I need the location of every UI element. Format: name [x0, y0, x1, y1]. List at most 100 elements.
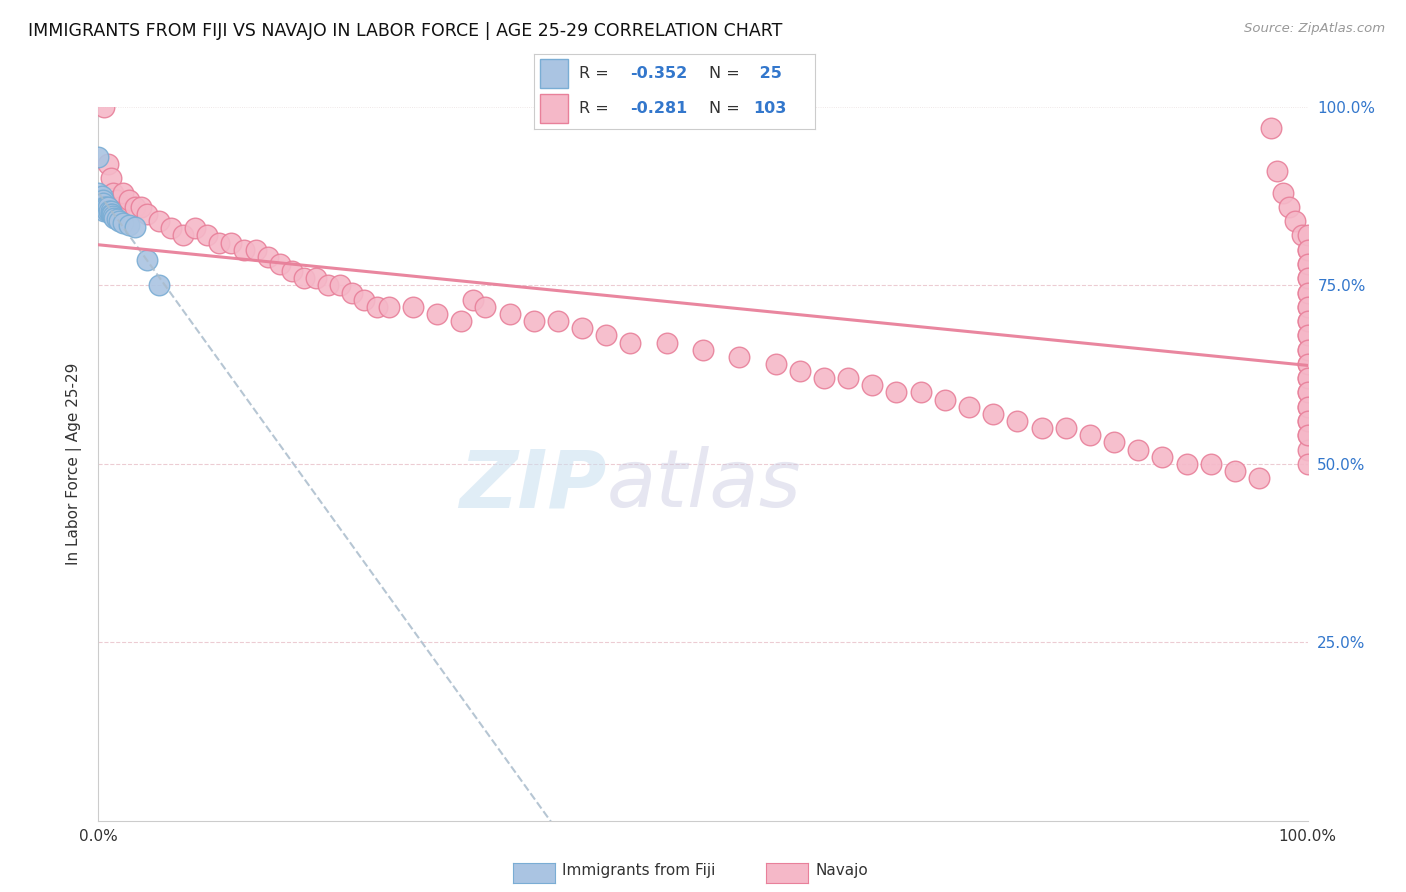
- Text: -0.281: -0.281: [630, 102, 688, 116]
- Point: [789, 364, 811, 378]
- Point: [105, 212, 128, 227]
- Point: [1296, 228, 1319, 243]
- Point: [90, 193, 112, 207]
- Point: [1296, 357, 1319, 371]
- Point: [101, 186, 124, 200]
- Text: ZIP: ZIP: [458, 446, 606, 524]
- Point: [837, 371, 859, 385]
- Point: [91, 189, 114, 203]
- Point: [100, 171, 122, 186]
- Point: [1296, 257, 1319, 271]
- Point: [450, 314, 472, 328]
- Point: [1007, 414, 1029, 428]
- Point: [94, 200, 117, 214]
- Point: [498, 307, 520, 321]
- Point: [860, 378, 883, 392]
- Point: [97, 157, 120, 171]
- Point: [1296, 300, 1319, 314]
- Point: [1031, 421, 1053, 435]
- Point: [1175, 457, 1198, 471]
- Point: [426, 307, 449, 321]
- Point: [981, 407, 1004, 421]
- Point: [1296, 257, 1319, 271]
- Point: [1078, 428, 1101, 442]
- Text: Source: ZipAtlas.com: Source: ZipAtlas.com: [1244, 22, 1385, 36]
- Point: [93, 200, 115, 214]
- Point: [103, 211, 125, 225]
- Point: [619, 335, 641, 350]
- Text: 103: 103: [754, 102, 787, 116]
- Point: [1296, 300, 1319, 314]
- Point: [118, 218, 141, 232]
- Point: [1102, 435, 1125, 450]
- Point: [98, 203, 121, 218]
- Point: [934, 392, 956, 407]
- Point: [402, 300, 425, 314]
- Point: [1296, 285, 1319, 300]
- Point: [1249, 471, 1271, 485]
- Point: [1296, 271, 1319, 285]
- Text: N =: N =: [709, 66, 745, 81]
- Point: [1296, 442, 1319, 457]
- Text: 25: 25: [754, 66, 782, 81]
- Point: [1296, 343, 1319, 357]
- Text: -0.352: -0.352: [630, 66, 688, 81]
- Point: [292, 271, 315, 285]
- Point: [886, 385, 908, 400]
- Point: [1291, 228, 1313, 243]
- Point: [1284, 214, 1306, 228]
- Point: [1296, 243, 1319, 257]
- Point: [208, 235, 231, 250]
- Point: [93, 100, 115, 114]
- Point: [1296, 414, 1319, 428]
- Point: [1296, 314, 1319, 328]
- Point: [1296, 385, 1319, 400]
- Point: [655, 335, 678, 350]
- Point: [1272, 186, 1295, 200]
- Point: [87, 186, 110, 200]
- Point: [1296, 457, 1319, 471]
- Point: [377, 300, 399, 314]
- Point: [172, 228, 194, 243]
- Point: [1296, 243, 1319, 257]
- Point: [366, 300, 388, 314]
- Point: [281, 264, 304, 278]
- Point: [111, 186, 134, 200]
- Point: [1152, 450, 1174, 464]
- Point: [329, 278, 352, 293]
- Point: [571, 321, 593, 335]
- Point: [269, 257, 291, 271]
- Point: [256, 250, 278, 264]
- Point: [1296, 357, 1319, 371]
- Point: [1296, 371, 1319, 385]
- Point: [160, 221, 183, 235]
- Point: [1199, 457, 1222, 471]
- Point: [910, 385, 932, 400]
- Point: [1278, 200, 1301, 214]
- Point: [100, 207, 122, 221]
- Point: [692, 343, 714, 357]
- Point: [1296, 371, 1319, 385]
- Point: [1296, 400, 1319, 414]
- Point: [118, 193, 141, 207]
- Point: [91, 193, 114, 207]
- Point: [353, 293, 375, 307]
- Point: [728, 350, 751, 364]
- Point: [124, 200, 146, 214]
- Point: [813, 371, 835, 385]
- Point: [148, 278, 170, 293]
- Point: [105, 193, 128, 207]
- Point: [245, 243, 267, 257]
- Point: [1296, 328, 1319, 343]
- Point: [87, 150, 110, 164]
- Point: [463, 293, 485, 307]
- Point: [547, 314, 569, 328]
- Point: [184, 221, 207, 235]
- Point: [135, 207, 157, 221]
- Point: [232, 243, 254, 257]
- Point: [1054, 421, 1077, 435]
- Point: [148, 214, 170, 228]
- Point: [523, 314, 546, 328]
- Point: [1223, 464, 1246, 478]
- Point: [100, 203, 122, 218]
